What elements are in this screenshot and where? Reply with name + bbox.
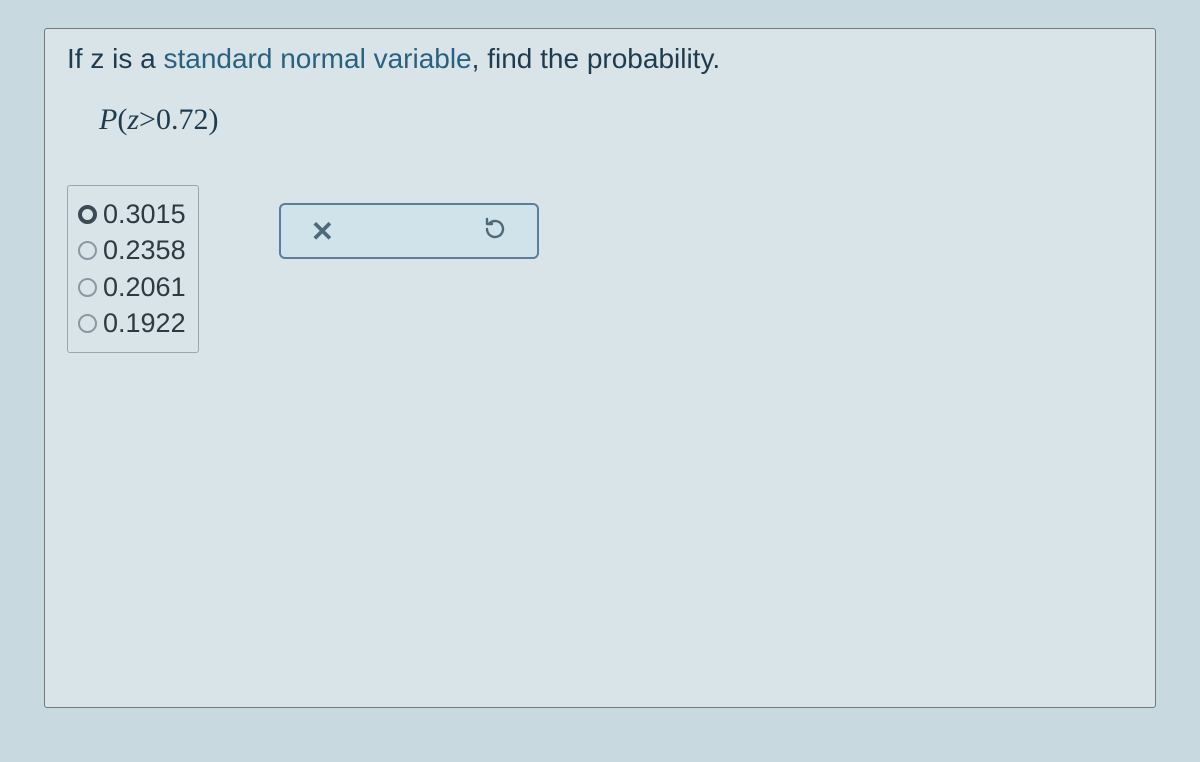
retry-button[interactable] [483, 217, 507, 246]
screen: If z is a standard normal variable, find… [0, 0, 1200, 762]
radio-unselected-icon [78, 314, 97, 333]
formula-var: z [127, 103, 139, 136]
options-group: 0.3015 0.2358 0.2061 0.1922 [67, 185, 199, 353]
formula-op: > [139, 103, 156, 136]
incorrect-icon: ✕ [311, 215, 334, 248]
formula: P(z>0.72) [99, 103, 1133, 137]
retry-icon [483, 217, 507, 241]
option-4[interactable]: 0.1922 [78, 305, 186, 341]
formula-value: 0.72 [156, 103, 209, 136]
feedback-box: ✕ [279, 203, 539, 259]
question-panel: If z is a standard normal variable, find… [44, 28, 1156, 708]
option-label: 0.2358 [103, 232, 186, 268]
formula-close: ) [208, 103, 218, 136]
formula-open: ( [117, 103, 127, 136]
option-label: 0.2061 [103, 269, 186, 305]
question-suffix: , find the probability. [472, 43, 721, 74]
answer-area: 0.3015 0.2358 0.2061 0.1922 ✕ [67, 185, 1133, 353]
radio-unselected-icon [78, 278, 97, 297]
option-label: 0.3015 [103, 196, 186, 232]
formula-P: P [99, 103, 117, 136]
radio-selected-icon [78, 205, 97, 224]
question-prefix: If z is a [67, 43, 163, 74]
option-1[interactable]: 0.3015 [78, 196, 186, 232]
question-keyword: standard normal variable [163, 43, 471, 74]
question-text: If z is a standard normal variable, find… [67, 43, 1133, 75]
option-label: 0.1922 [103, 305, 186, 341]
option-2[interactable]: 0.2358 [78, 232, 186, 268]
radio-unselected-icon [78, 241, 97, 260]
option-3[interactable]: 0.2061 [78, 269, 186, 305]
